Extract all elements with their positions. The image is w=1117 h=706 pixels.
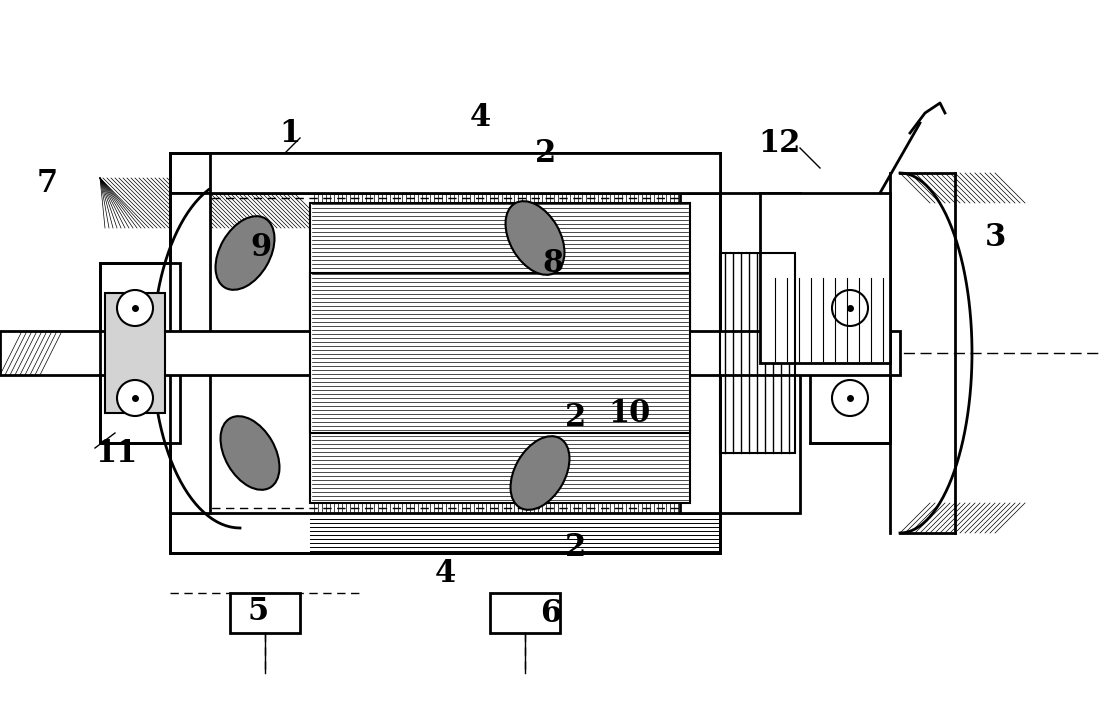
Text: 11: 11 bbox=[95, 438, 137, 469]
Bar bbox=[311, 273, 690, 433]
Ellipse shape bbox=[220, 416, 279, 490]
Circle shape bbox=[832, 290, 868, 326]
Bar bbox=[210, 153, 720, 193]
Bar bbox=[170, 153, 720, 193]
Bar bbox=[0, 331, 900, 375]
Ellipse shape bbox=[216, 216, 275, 290]
Text: 2: 2 bbox=[565, 532, 586, 563]
Bar bbox=[170, 193, 210, 513]
Text: 1: 1 bbox=[279, 117, 300, 148]
Bar bbox=[105, 293, 165, 413]
Text: 2: 2 bbox=[565, 402, 586, 433]
Text: 12: 12 bbox=[758, 128, 801, 159]
Text: 4: 4 bbox=[470, 102, 491, 133]
Bar bbox=[760, 193, 890, 363]
Text: 5: 5 bbox=[248, 595, 269, 626]
Bar bbox=[230, 593, 300, 633]
Circle shape bbox=[117, 380, 153, 416]
Bar bbox=[720, 193, 800, 513]
Text: 2: 2 bbox=[535, 138, 556, 169]
Bar bbox=[815, 293, 875, 413]
Circle shape bbox=[117, 290, 153, 326]
Text: 6: 6 bbox=[540, 597, 561, 628]
Bar bbox=[720, 253, 795, 453]
Bar bbox=[101, 263, 180, 443]
Bar bbox=[210, 153, 720, 193]
Bar bbox=[680, 193, 720, 513]
Text: 10: 10 bbox=[608, 397, 650, 429]
Text: 7: 7 bbox=[37, 167, 58, 198]
Bar bbox=[810, 263, 890, 443]
Bar bbox=[311, 203, 690, 503]
Bar bbox=[170, 513, 720, 553]
Text: 9: 9 bbox=[250, 232, 271, 263]
Ellipse shape bbox=[510, 436, 570, 510]
Ellipse shape bbox=[506, 201, 564, 275]
Text: 8: 8 bbox=[542, 248, 563, 278]
Text: 3: 3 bbox=[985, 222, 1006, 253]
Bar bbox=[490, 593, 560, 633]
Bar bbox=[210, 513, 720, 553]
Circle shape bbox=[832, 380, 868, 416]
Text: 4: 4 bbox=[435, 558, 456, 589]
Bar bbox=[105, 293, 165, 413]
